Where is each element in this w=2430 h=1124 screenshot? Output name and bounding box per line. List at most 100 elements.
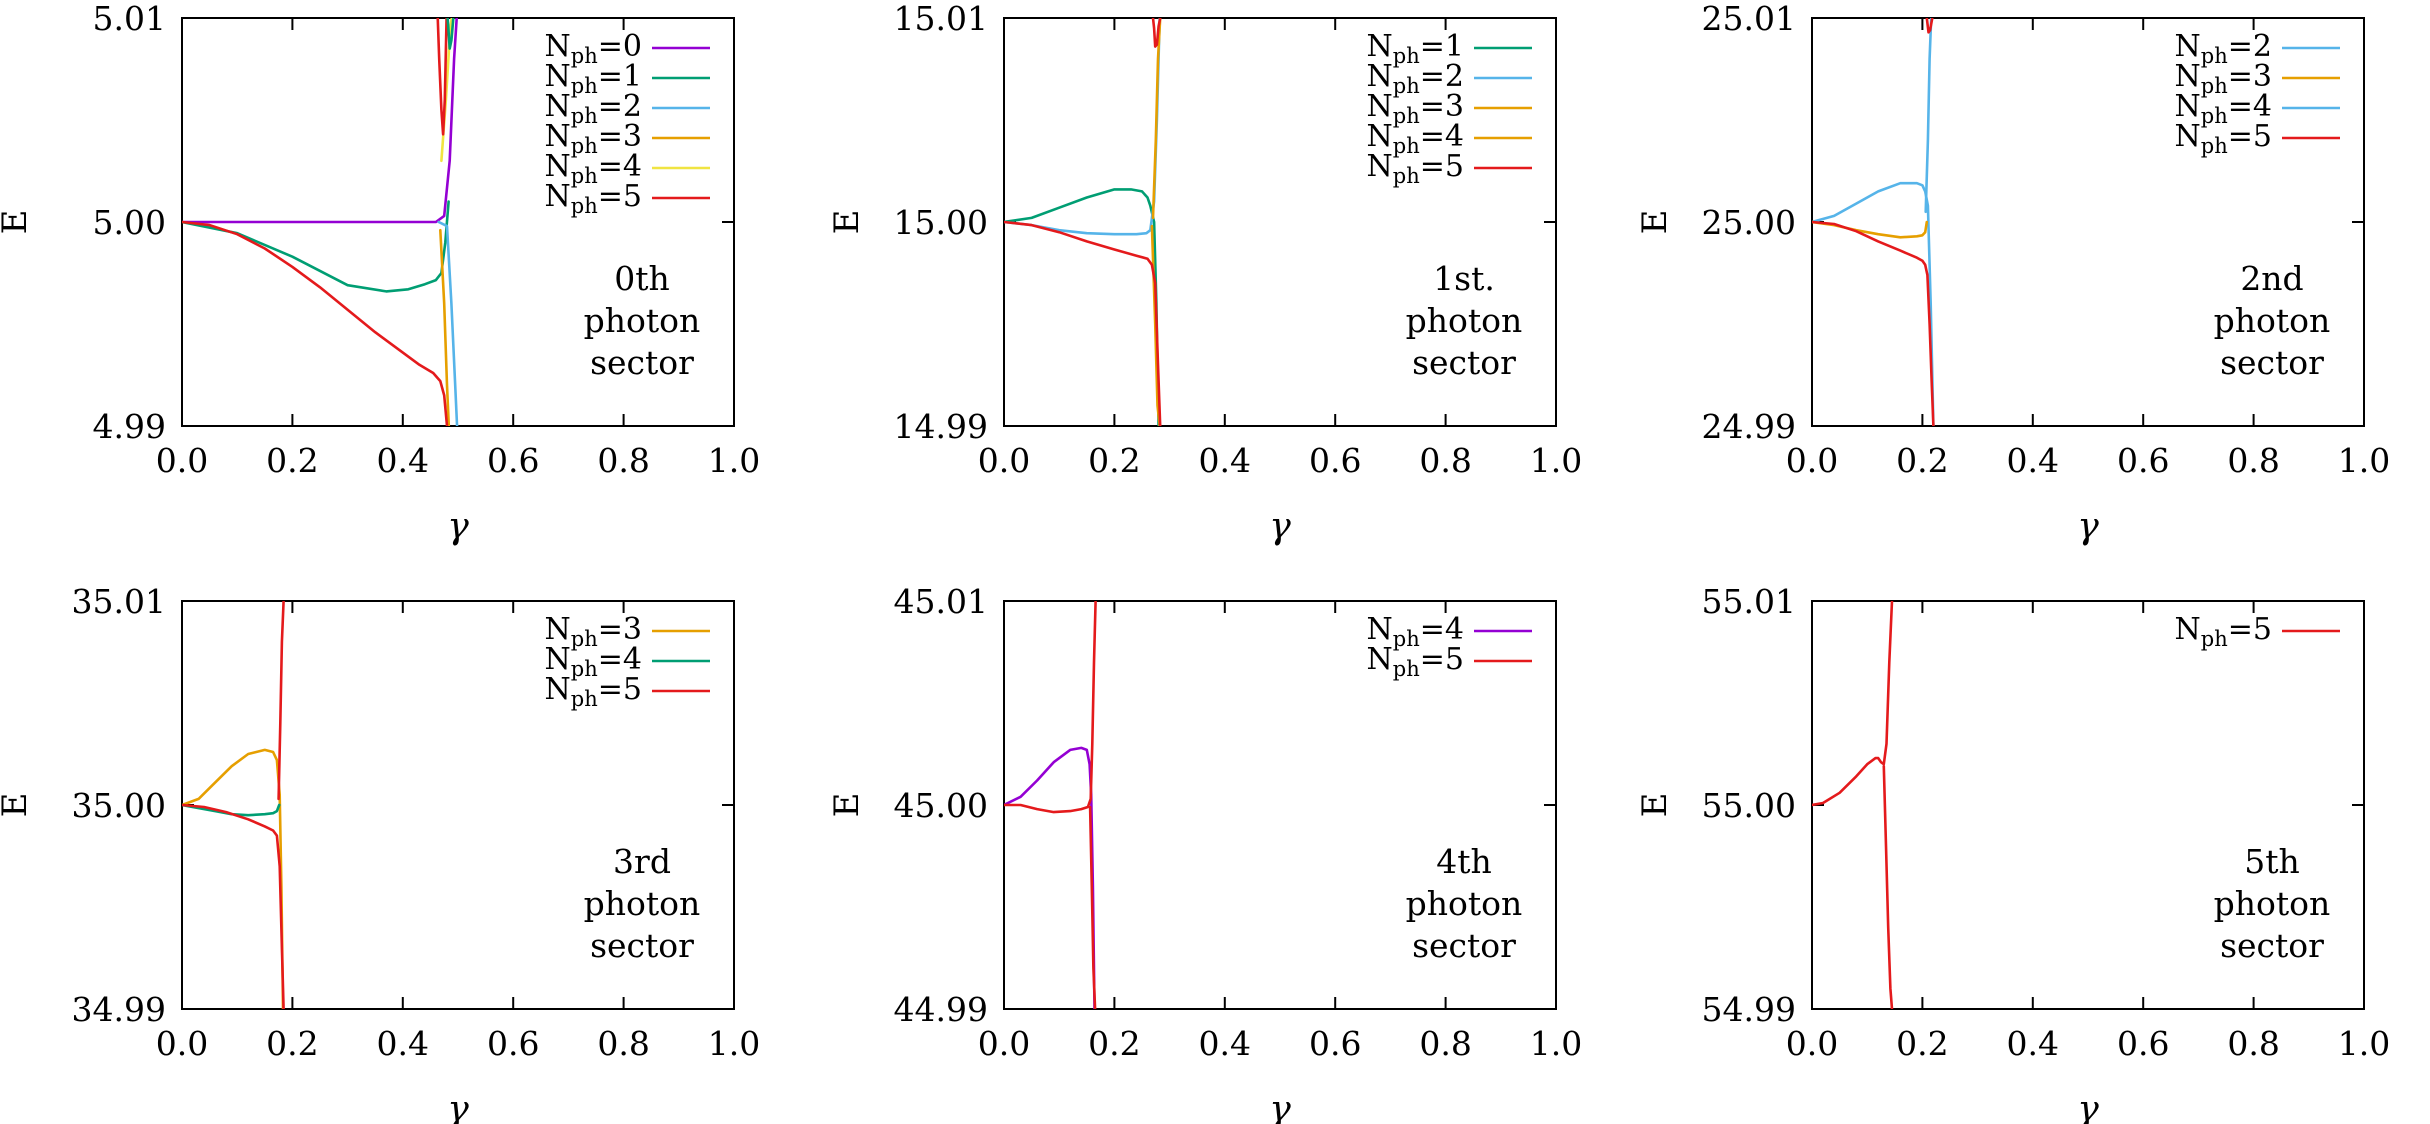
- x-tick-label: 0.0: [978, 441, 1030, 480]
- legend-subscript: ph: [2201, 104, 2228, 128]
- legend-value: =1: [598, 59, 642, 94]
- chart-panel-2: 0.0 0.2 0.4 0.6 0.8 1.024.9925.0025.01γENph=2…: [1635, 0, 2390, 547]
- legend-label: Nph=3: [545, 612, 642, 651]
- legend-label: Nph=3: [1367, 89, 1464, 128]
- legend-entry: Nph=1: [545, 59, 710, 98]
- legend-entry: Nph=3: [2175, 59, 2340, 98]
- legend-value: =4: [598, 642, 642, 677]
- sector-annotation: 0th: [614, 259, 670, 298]
- legend-value: =0: [598, 29, 642, 64]
- x-axis-label: γ: [447, 506, 469, 547]
- chart-panel-5: 0.0 0.2 0.4 0.6 0.8 1.0 54.99 55.00 55.01 γ E Nph=5…: [1635, 582, 2390, 1124]
- series-line-branch-2: [1088, 805, 1097, 1009]
- legend-n: N: [1367, 149, 1393, 184]
- x-tick-label: 0.6: [487, 441, 539, 480]
- x-tick-label: 0.6: [1309, 1024, 1361, 1063]
- sector-annotation: sector: [590, 926, 694, 965]
- series-line-nph-5: [1812, 601, 1894, 807]
- legend-label: Nph=0: [545, 29, 642, 68]
- x-tick-label: 1.0: [2338, 1024, 2390, 1063]
- series-line-branch-6: [436, 18, 448, 136]
- y-tick-label: 24.99: [1702, 407, 1796, 446]
- legend-n: N: [545, 149, 571, 184]
- legend-label: Nph=1: [545, 59, 642, 98]
- x-tick-label: 0.8: [1419, 441, 1471, 480]
- series-line-nph-3: [182, 748, 285, 1009]
- x-tick-label: 0.2: [266, 1024, 318, 1063]
- legend-entry: Nph=5: [545, 672, 710, 711]
- y-axis-label: E: [827, 210, 867, 235]
- series-group: [1812, 601, 1894, 1009]
- x-tick-label: 0.8: [1419, 1024, 1471, 1063]
- legend-n: N: [545, 89, 571, 124]
- legend-entry: Nph=4: [1367, 612, 1532, 651]
- legend-n: N: [545, 119, 571, 154]
- series-line-nph-5: [1812, 220, 1935, 426]
- series-group: [1004, 601, 1097, 1009]
- legend-label: Nph=2: [545, 89, 642, 128]
- x-axis-label: γ: [1269, 1089, 1291, 1124]
- legend-label: Nph=5: [1367, 149, 1464, 188]
- y-axis-label: E: [0, 210, 35, 235]
- series-group: [182, 601, 285, 1009]
- legend-entry: Nph=3: [545, 612, 710, 651]
- series-group: [182, 18, 459, 426]
- x-tick-label: 0.4: [377, 1024, 429, 1063]
- legend-n: N: [2175, 89, 2201, 124]
- legend-value: =4: [598, 149, 642, 184]
- x-tick-label: 0.4: [377, 441, 429, 480]
- legend-label: Nph=4: [1367, 612, 1464, 651]
- legend-subscript: ph: [1393, 74, 1420, 98]
- legend-entry: Nph=2: [545, 89, 710, 128]
- series-line-nph-2: [1812, 181, 1935, 426]
- y-tick-label: 15.01: [894, 0, 988, 38]
- y-tick-label: 54.99: [1702, 990, 1796, 1029]
- x-tick-label: 0.6: [2117, 1024, 2169, 1063]
- legend-value: =1: [1420, 29, 1464, 64]
- sector-annotation: photon: [1406, 884, 1523, 923]
- x-tick-label: 0.0: [1786, 1024, 1838, 1063]
- series-line-branch-3: [277, 601, 285, 801]
- legend-label: Nph=1: [1367, 29, 1464, 68]
- x-tick-label: 1.0: [708, 1024, 760, 1063]
- legend-value: =2: [598, 89, 642, 124]
- series-line-nph-4: [1151, 18, 1162, 220]
- legend-n: N: [545, 59, 571, 94]
- legend-subscript: ph: [571, 134, 598, 158]
- chart-panel-4: 0.0 0.2 0.4 0.6 0.8 1.0 44.99 45.00 45.01 γ E Nph=4…: [827, 582, 1582, 1124]
- legend-label: Nph=2: [1367, 59, 1464, 98]
- x-tick-label: 1.0: [1530, 1024, 1582, 1063]
- series-line-nph-4: [182, 803, 281, 817]
- legend-entry: Nph=5: [545, 179, 710, 218]
- sector-annotation: photon: [2214, 301, 2331, 340]
- x-axis-label: γ: [1269, 506, 1291, 547]
- y-axis-label: E: [827, 793, 867, 818]
- sector-annotation: sector: [1412, 926, 1516, 965]
- legend-label: Nph=5: [545, 179, 642, 218]
- x-tick-label: 1.0: [708, 441, 760, 480]
- y-tick-label: 55.00: [1702, 786, 1796, 825]
- legend-value: =4: [1420, 119, 1464, 154]
- sector-annotation: sector: [2220, 926, 2324, 965]
- legend-entry: Nph=3: [545, 119, 710, 158]
- x-tick-label: 0.6: [487, 1024, 539, 1063]
- sector-annotation: 2nd: [2240, 259, 2303, 298]
- series-line-branch-4: [1925, 18, 1934, 34]
- series-group: [1004, 18, 1162, 426]
- legend-n: N: [1367, 642, 1393, 677]
- legend-label: Nph=3: [545, 119, 642, 158]
- legend-value: =5: [1420, 149, 1464, 184]
- y-tick-label: 45.01: [894, 582, 988, 621]
- sector-annotation: photon: [1406, 301, 1523, 340]
- y-tick-label: 35.00: [72, 786, 166, 825]
- legend-label: Nph=4: [1367, 119, 1464, 158]
- legend-subscript: ph: [1393, 164, 1420, 188]
- series-line-nph-4: [1924, 18, 1933, 214]
- x-tick-label: 0.2: [1896, 441, 1948, 480]
- legend-n: N: [545, 612, 571, 647]
- sector-annotation: 1st.: [1433, 259, 1495, 298]
- legend-label: Nph=5: [2175, 612, 2272, 651]
- chart-panel-0: 0.00.20.40.60.81.04.995.005.01γENph=0Nph…: [0, 0, 760, 547]
- legend-n: N: [1367, 89, 1393, 124]
- x-tick-label: 0.8: [2227, 1024, 2279, 1063]
